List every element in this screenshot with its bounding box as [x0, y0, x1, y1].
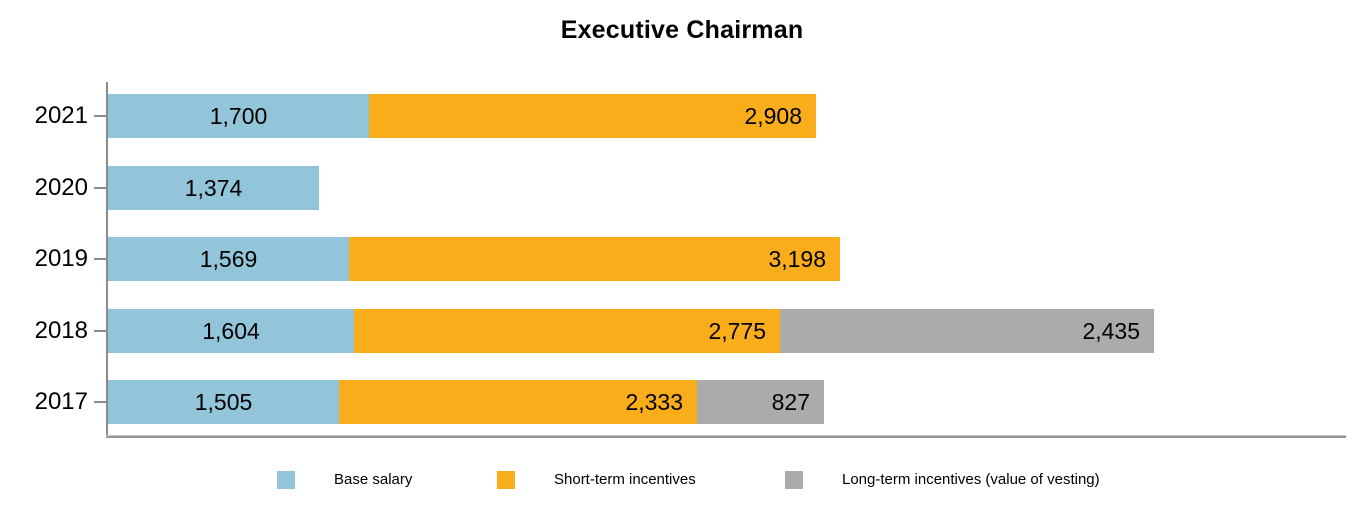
legend-entry-1: Short-term incentives: [497, 470, 696, 489]
bar-segment-2020-series0: 1,374: [108, 166, 319, 210]
legend-swatch-icon: [277, 470, 295, 489]
bar-value-label: 3,198: [768, 246, 826, 272]
bar-segment-2019-series1: 3,198: [349, 237, 840, 281]
bar-segment-2017-series1: 2,333: [339, 380, 697, 424]
bar-value-label: 1,604: [202, 318, 260, 344]
y-axis-line: [106, 82, 108, 438]
bar-value-label: 2,435: [1082, 318, 1140, 344]
category-label-2021: 2021: [34, 102, 88, 129]
bar-segment-2018-series1: 2,775: [354, 309, 780, 353]
bar-value-label: 1,374: [184, 175, 243, 201]
axis-tick: [94, 258, 106, 260]
legend-swatch-icon: [785, 470, 803, 489]
bar-value-label: 2,775: [708, 318, 766, 344]
category-label-2020: 2020: [34, 174, 88, 201]
category-label-2017: 2017: [34, 388, 88, 415]
legend-swatch-icon: [497, 470, 515, 489]
bar-segment-2021-series0: 1,700: [108, 94, 369, 138]
x-axis-line: [106, 435, 1346, 438]
bar-segment-2019-series0: 1,569: [108, 237, 349, 281]
category-label-2018: 2018: [34, 317, 88, 344]
axis-tick: [94, 330, 106, 332]
axis-tick: [94, 187, 106, 189]
axis-tick: [94, 115, 106, 117]
bar-value-label: 1,700: [209, 103, 268, 129]
axis-tick: [94, 401, 106, 403]
bar-segment-2017-series0: 1,505: [108, 380, 339, 424]
legend-label: Short-term incentives: [554, 471, 696, 488]
category-label-2019: 2019: [34, 245, 88, 272]
bar-segment-2018-series0: 1,604: [108, 309, 354, 353]
bar-value-label: 827: [771, 389, 810, 415]
bar-value-label: 1,505: [194, 389, 253, 415]
chart-title: Executive Chairman: [560, 16, 804, 44]
legend-entry-2: Long-term incentives (value of vesting): [785, 470, 1100, 489]
legend-label: Base salary: [334, 471, 413, 488]
bar-segment-2017-series2: 827: [697, 380, 824, 424]
bar-segment-2018-series2: 2,435: [780, 309, 1154, 353]
legend-entry-0: Base salary: [277, 470, 412, 489]
bar-value-label: 2,908: [744, 103, 802, 129]
legend-label: Long-term incentives (value of vesting): [842, 471, 1100, 488]
bar-value-label: 2,333: [625, 389, 683, 415]
bar-value-label: 1,569: [199, 246, 258, 272]
bar-segment-2021-series1: 2,908: [369, 94, 816, 138]
